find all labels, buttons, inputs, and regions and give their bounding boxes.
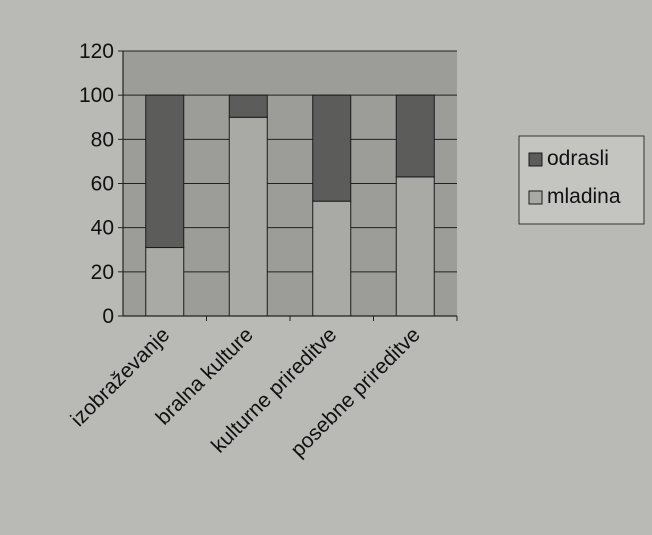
y-tick-label: 100 <box>79 84 114 107</box>
legend-swatch-odrasli <box>528 152 543 167</box>
legend-label-mladina: mladina <box>547 185 621 208</box>
bar-odrasli <box>312 94 352 202</box>
bar-mladina <box>312 200 352 317</box>
bar-odrasli <box>395 94 435 178</box>
legend-swatch-mladina <box>528 190 543 205</box>
y-tick-label: 0 <box>102 305 114 328</box>
bar-odrasli <box>228 94 268 118</box>
bar-mladina <box>145 247 185 317</box>
legend-label-odrasli: odrasli <box>547 147 609 170</box>
legend-box <box>518 135 645 225</box>
y-tick-label: 120 <box>79 40 114 63</box>
bar-odrasli <box>145 94 185 249</box>
y-tick-label: 40 <box>91 217 114 240</box>
bar-mladina <box>395 176 435 317</box>
y-tick-label: 20 <box>91 261 114 284</box>
y-tick-label: 80 <box>91 128 114 151</box>
y-tick-label: 60 <box>91 173 114 196</box>
bar-mladina <box>228 116 268 317</box>
